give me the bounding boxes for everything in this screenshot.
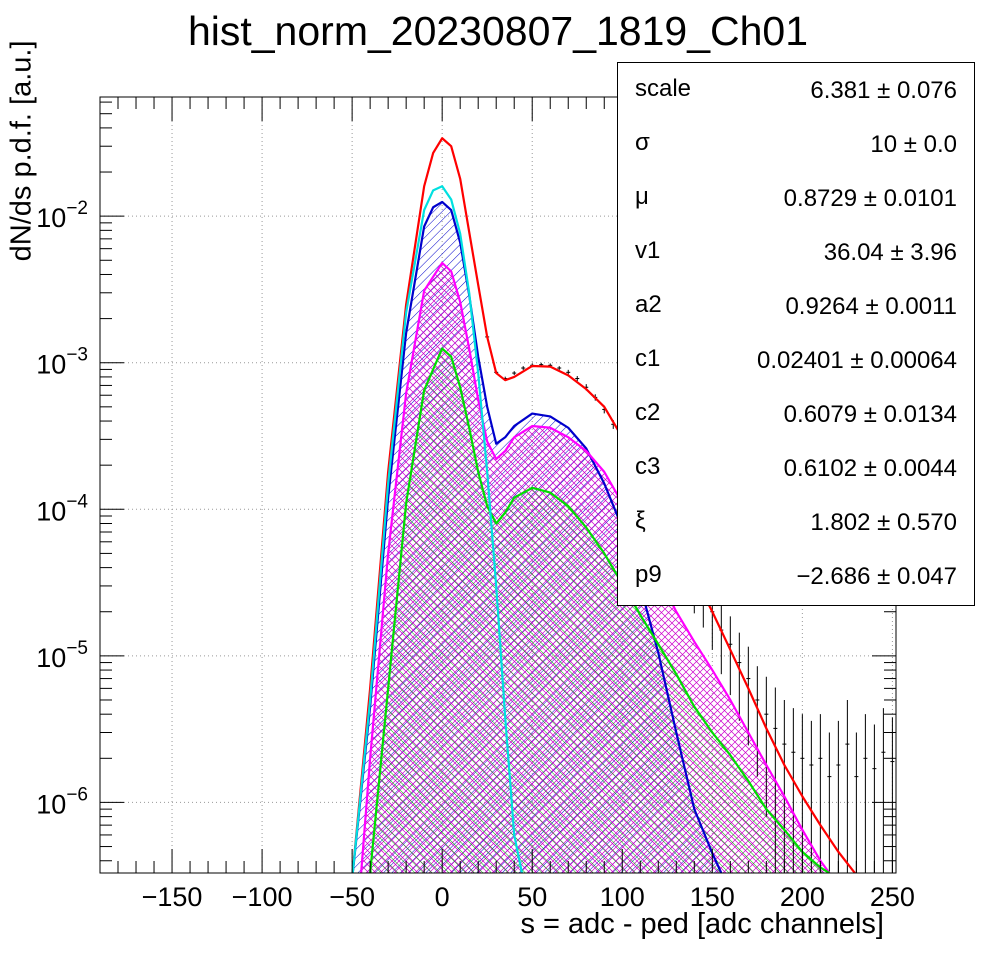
stat-name: ξ	[635, 507, 646, 534]
stat-name: σ	[635, 129, 650, 156]
series-line	[360, 261, 831, 873]
chart-title: hist_norm_20230807_1819_Ch01	[187, 8, 809, 54]
x-tick-label: −50	[329, 882, 375, 912]
stat-value: 36.04 ± 3.96	[823, 239, 957, 266]
stat-value: 10 ± 0.0	[870, 131, 957, 158]
x-tick-label: 150	[690, 882, 735, 912]
stat-row-c3: c3 0.6102 ± 0.0044	[618, 441, 974, 495]
x-tick-label: 100	[600, 882, 645, 912]
x-axis-label: s = adc - ped [adc channels]	[520, 908, 884, 940]
y-tick-label: 10−6	[36, 784, 88, 819]
stats-box: scale 6.381 ± 0.076 σ 10 ± 0.0 μ 0.8729 …	[617, 62, 975, 606]
stat-value: −2.686 ± 0.047	[796, 563, 957, 590]
stat-row-scale: scale 6.381 ± 0.076	[618, 63, 974, 117]
stat-value: 0.6102 ± 0.0044	[783, 455, 957, 482]
stat-row-a2: a2 0.9264 ± 0.0011	[618, 279, 974, 333]
stat-name: c1	[635, 345, 661, 372]
series-line	[351, 200, 723, 873]
stat-row-mu: μ 0.8729 ± 0.0101	[618, 171, 974, 225]
stat-name: a2	[635, 291, 662, 318]
x-tick-label: 200	[780, 882, 825, 912]
stat-row-p9: p9 −2.686 ± 0.047	[618, 549, 974, 603]
fills	[352, 201, 830, 873]
stat-name: v1	[635, 237, 661, 264]
stat-name: c2	[635, 399, 661, 426]
fit-curves	[351, 137, 857, 873]
stat-name: μ	[635, 183, 649, 210]
y-tick-label: 10−4	[36, 491, 88, 526]
stat-name: p9	[635, 561, 662, 588]
stat-value: 0.6079 ± 0.0134	[783, 401, 957, 428]
x-tick-label: −100	[232, 882, 293, 912]
stat-row-v1: v1 36.04 ± 3.96	[618, 225, 974, 279]
y-tick-label: 10−2	[36, 198, 88, 233]
series-line	[369, 347, 830, 873]
stat-row-xi: ξ 1.802 ± 0.570	[618, 495, 974, 549]
stat-row-sigma: σ 10 ± 0.0	[618, 117, 974, 171]
stat-value: 0.9264 ± 0.0011	[785, 293, 957, 320]
x-tick-label: −150	[142, 882, 203, 912]
stat-row-c2: c2 0.6079 ± 0.0134	[618, 387, 974, 441]
y-axis-label: dN/ds p.d.f. [a.u.]	[5, 40, 38, 262]
x-tick-label: 250	[870, 882, 915, 912]
stat-name: scale	[635, 75, 692, 102]
series-fill	[370, 348, 830, 873]
series-line	[351, 137, 857, 873]
stat-value: 6.381 ± 0.076	[810, 77, 957, 104]
stat-value: 1.802 ± 0.570	[810, 509, 957, 536]
y-tick-label: 10−3	[36, 345, 88, 380]
series-line	[351, 185, 524, 873]
x-tick-label: 0	[435, 882, 450, 912]
y-tick-label: 10−5	[36, 638, 88, 673]
stat-value: 0.8729 ± 0.0101	[783, 185, 957, 212]
stat-value: 0.02401 ± 0.00064	[756, 347, 957, 374]
stat-name: c3	[635, 453, 661, 480]
stat-row-c1: c1 0.02401 ± 0.00064	[618, 333, 974, 387]
x-tick-label: 50	[517, 882, 547, 912]
